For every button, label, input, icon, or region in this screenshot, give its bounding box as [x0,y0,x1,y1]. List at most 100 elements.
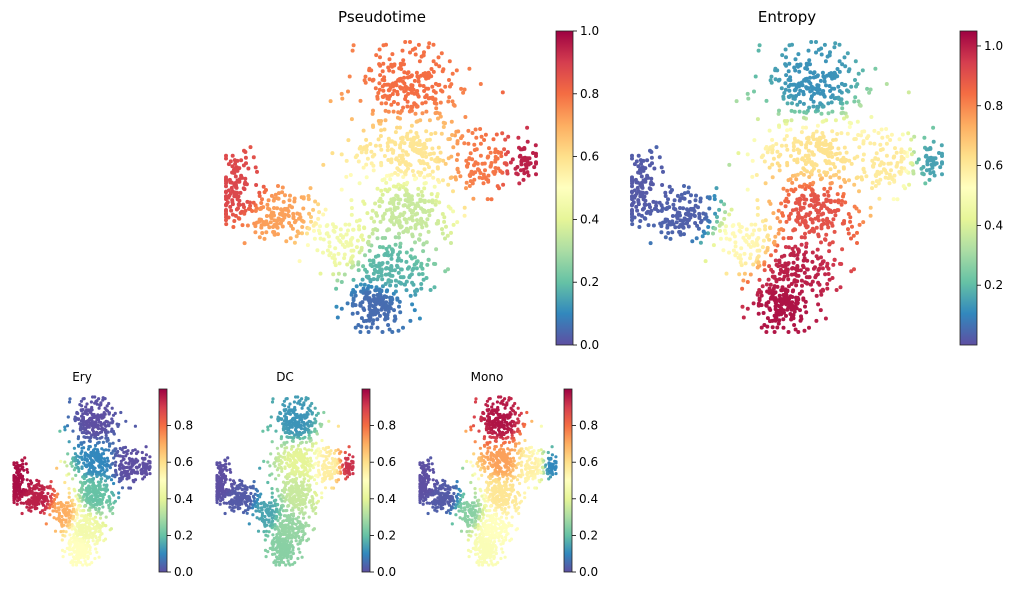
scatter-point [410,234,415,239]
scatter-point [232,219,237,223]
scatter-point [223,511,227,516]
scatter-point [837,175,842,180]
scatter-point [670,214,675,218]
scatter-point [100,524,104,528]
scatter-point [821,89,826,93]
scatter-point [249,491,253,496]
scatter-point [828,186,833,191]
scatter-point [424,240,429,245]
scatter-point [781,325,786,330]
scatter-point [252,480,256,484]
scatter-point [777,108,781,113]
scatter-point [447,78,451,82]
scatter-point [362,145,367,150]
scatter-point [791,94,796,99]
scatter-point [765,324,770,329]
scatter-point [395,115,400,120]
scatter-point [81,415,85,419]
scatter-point [441,67,446,72]
scatter-point [101,493,105,497]
scatter-point [385,316,390,321]
scatter-point [398,110,403,115]
scatter-point [420,142,425,147]
scatter-point [370,321,375,326]
scatter-point [488,150,493,155]
scatter-point [13,466,17,470]
scatter-point [532,165,537,170]
scatter-point [757,43,762,48]
scatter-point [519,162,524,167]
scatter-point [790,101,794,106]
scatter-point [349,198,354,203]
scatter-point [793,187,798,192]
scatter-point [305,231,309,236]
scatter-point [374,53,379,58]
scatter-point [108,421,112,425]
scatter-point [823,237,827,242]
panel-dc: DC 0.00.20.40.60.8 [215,370,396,579]
scatter-point [796,52,801,57]
scatter-point [406,193,411,198]
scatter-point [899,150,904,155]
scatter-point [124,450,128,454]
scatter-point [722,216,727,221]
scatter-point [835,192,840,197]
panel-title: Ery [72,370,92,384]
scatter-point [853,137,858,141]
scatter-point [870,186,874,191]
scatter-point [91,481,95,485]
scatter-point [41,501,45,506]
scatter-point [471,196,476,201]
scatter-point [830,76,835,81]
scatter-point [67,487,71,491]
scatter-point [459,136,463,141]
scatter-point [268,220,273,225]
scatter-point [219,499,223,503]
scatter-point [392,268,397,273]
scatter-point [272,206,276,210]
scatter-point [399,140,404,145]
scatter-point [824,197,829,202]
scatter-point [819,226,824,231]
scatter-point [373,143,378,148]
scatter-point [371,293,376,298]
scatter-point [696,226,701,231]
scatter-point [245,223,250,228]
scatter-point [405,134,409,138]
scatter-point [53,502,57,506]
scatter-point [385,250,390,255]
scatter-point [643,198,648,203]
scatter-point [349,206,354,210]
scatter-point [224,222,229,227]
scatter-point [424,129,429,134]
scatter-point [929,158,934,163]
scatter-point [97,406,101,410]
scatter-point [443,84,448,89]
scatter-point [770,150,775,155]
scatter-point [224,153,228,158]
scatter-point [760,284,765,289]
scatter-point [345,301,350,306]
scatter-point [398,241,403,246]
scatter-point [846,231,851,236]
colorbar-tick-label: 0.4 [580,212,599,226]
scatter-point [76,465,80,469]
scatter-point [332,260,337,265]
scatter-point [52,497,57,502]
scatter-point [108,466,112,470]
scatter-point [846,227,850,232]
scatter-point [111,461,115,465]
scatter-point [931,125,936,130]
scatter-point [799,171,804,175]
scatter-point [378,302,383,307]
scatter-point [805,140,810,145]
scatter-point [259,492,263,496]
scatter-point [321,237,326,242]
scatter-point [389,300,394,305]
scatter-point [34,483,38,488]
scatter-point [301,206,306,211]
scatter-point [44,522,48,526]
scatter-point [414,261,419,266]
scatter-point [771,156,776,161]
scatter-point [757,227,762,232]
